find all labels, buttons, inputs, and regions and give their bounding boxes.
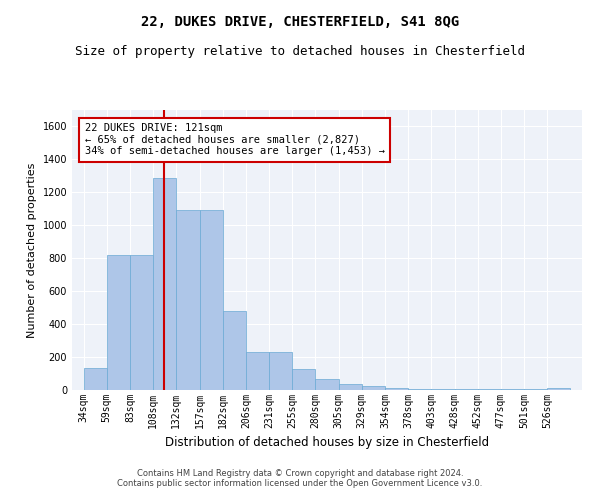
Bar bbox=[107, 255, 130, 390]
Bar bbox=[501, 388, 524, 390]
Bar bbox=[455, 388, 478, 390]
Text: 22 DUKES DRIVE: 121sqm
← 65% of detached houses are smaller (2,827)
34% of semi-: 22 DUKES DRIVE: 121sqm ← 65% of detached… bbox=[85, 123, 385, 156]
Bar bbox=[338, 384, 362, 390]
Bar bbox=[153, 178, 176, 390]
Bar bbox=[269, 352, 292, 390]
Bar bbox=[524, 388, 547, 390]
Text: Size of property relative to detached houses in Chesterfield: Size of property relative to detached ho… bbox=[75, 45, 525, 58]
Text: Contains HM Land Registry data © Crown copyright and database right 2024.: Contains HM Land Registry data © Crown c… bbox=[137, 468, 463, 477]
Bar bbox=[199, 210, 223, 390]
Text: Contains public sector information licensed under the Open Government Licence v3: Contains public sector information licen… bbox=[118, 478, 482, 488]
Bar bbox=[547, 388, 571, 390]
Bar bbox=[130, 255, 153, 390]
Bar bbox=[316, 380, 338, 390]
Y-axis label: Number of detached properties: Number of detached properties bbox=[27, 162, 37, 338]
Bar bbox=[176, 210, 199, 390]
Bar bbox=[478, 388, 501, 390]
Bar bbox=[362, 386, 385, 390]
Text: 22, DUKES DRIVE, CHESTERFIELD, S41 8QG: 22, DUKES DRIVE, CHESTERFIELD, S41 8QG bbox=[141, 15, 459, 29]
Bar bbox=[385, 388, 408, 390]
X-axis label: Distribution of detached houses by size in Chesterfield: Distribution of detached houses by size … bbox=[165, 436, 489, 450]
Bar bbox=[408, 388, 431, 390]
Bar bbox=[83, 368, 107, 390]
Bar bbox=[246, 352, 269, 390]
Bar bbox=[223, 311, 246, 390]
Bar bbox=[292, 368, 316, 390]
Bar bbox=[431, 388, 455, 390]
